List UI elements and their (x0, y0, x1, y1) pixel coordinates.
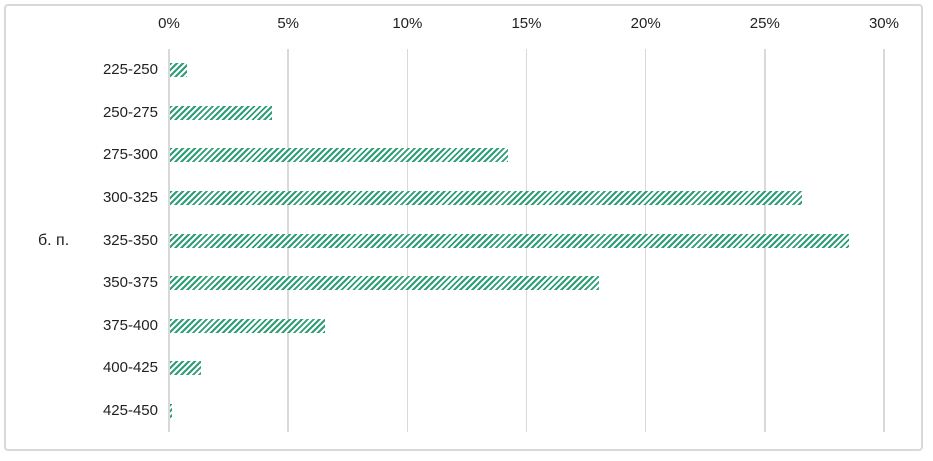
bar-325-350 (170, 233, 850, 248)
category-label: 350-375 (102, 274, 158, 292)
category-label: 225-250 (102, 61, 158, 79)
category-label: 300-325 (102, 188, 158, 206)
category-label: 325-350 (102, 231, 158, 249)
bar-300-325 (170, 190, 802, 205)
gridline-0 (168, 49, 170, 432)
x-tick-label: 25% (749, 15, 780, 32)
category-label: 275-300 (102, 146, 158, 164)
chart-frame (4, 4, 923, 451)
x-tick-label: 30% (868, 15, 899, 32)
x-tick-label: 10% (392, 15, 423, 32)
category-label: 250-275 (102, 103, 158, 121)
bar-250-275 (170, 105, 273, 120)
bar-350-375 (170, 276, 599, 291)
x-tick-label: 0% (158, 15, 180, 32)
bar-375-400 (170, 318, 325, 333)
category-label: 425-450 (102, 401, 158, 419)
bar-225-250 (170, 63, 187, 78)
category-label: 400-425 (102, 359, 158, 377)
x-tick-label: 20% (630, 15, 661, 32)
category-label: 375-400 (102, 316, 158, 334)
bar-400-425 (170, 361, 201, 376)
bar-275-300 (170, 148, 509, 163)
x-tick-label: 5% (277, 15, 299, 32)
bar-425-450 (170, 403, 173, 418)
gridline-30 (883, 49, 885, 432)
y-axis-title: б. п. (38, 231, 70, 249)
x-tick-label: 15% (511, 15, 542, 32)
